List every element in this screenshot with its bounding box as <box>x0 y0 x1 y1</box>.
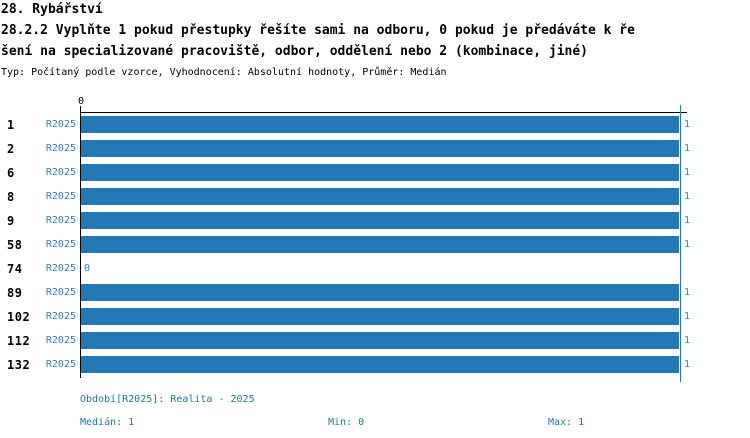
chart-row: 74 R2025 0 <box>0 257 750 281</box>
bar-value-label: 1 <box>684 143 691 154</box>
row-series-label: R2025 <box>45 119 76 130</box>
bar-value-label: 1 <box>684 119 691 130</box>
row-category-label: 6 <box>7 166 15 180</box>
median-stat: Medián: 1 <box>80 417 135 428</box>
chart-meta-subtitle: Typ: Počítaný podle vzorce, Vyhodnocení:… <box>1 67 447 78</box>
row-series-label: R2025 <box>45 239 76 250</box>
x-axis-line <box>80 112 687 113</box>
bar-value-label: 1 <box>684 287 691 298</box>
bar <box>81 284 679 301</box>
chart-row: 112 R2025 1 <box>0 329 750 353</box>
bar <box>81 188 679 205</box>
bar-value-label: 1 <box>684 335 691 346</box>
bar-value-label: 1 <box>684 215 691 226</box>
row-series-label: R2025 <box>45 167 76 178</box>
row-series-label: R2025 <box>45 287 76 298</box>
bar <box>81 308 679 325</box>
x-axis-zero-tick <box>80 106 81 113</box>
chart-row: 1 R2025 1 <box>0 113 750 137</box>
x-axis-zero-tick-label: 0 <box>77 96 85 107</box>
row-series-label: R2025 <box>45 335 76 346</box>
chart-row: 89 R2025 1 <box>0 281 750 305</box>
period-legend: Období[R2025]: Realita - 2025 <box>80 394 255 405</box>
row-series-label: R2025 <box>45 359 76 370</box>
min-stat: Min: 0 <box>328 417 365 428</box>
chart-row: 9 R2025 1 <box>0 209 750 233</box>
bar <box>81 164 679 181</box>
max-stat: Max: 1 <box>548 417 585 428</box>
row-series-label: R2025 <box>45 143 76 154</box>
row-category-label: 89 <box>7 286 23 300</box>
chart-row: 102 R2025 1 <box>0 305 750 329</box>
page-title: 28. Rybářství <box>1 2 103 17</box>
chart-row: 8 R2025 1 <box>0 185 750 209</box>
row-category-label: 132 <box>7 358 31 372</box>
bar <box>81 212 679 229</box>
bar-value-label: 1 <box>684 359 691 370</box>
row-category-label: 2 <box>7 142 15 156</box>
row-category-label: 9 <box>7 214 15 228</box>
bar <box>81 140 679 157</box>
chart-row: 6 R2025 1 <box>0 161 750 185</box>
question-title-line-1: 28.2.2 Vyplňte 1 pokud přestupky řešíte … <box>1 23 635 38</box>
y-axis-line <box>80 112 81 378</box>
chart-row: 132 R2025 1 <box>0 353 750 377</box>
row-category-label: 112 <box>7 334 31 348</box>
bar <box>81 116 679 133</box>
bar-value-label: 0 <box>84 263 91 274</box>
row-category-label: 102 <box>7 310 31 324</box>
chart-row: 2 R2025 1 <box>0 137 750 161</box>
row-series-label: R2025 <box>45 311 76 322</box>
bar <box>81 356 679 373</box>
row-category-label: 58 <box>7 238 23 252</box>
row-series-label: R2025 <box>45 191 76 202</box>
row-series-label: R2025 <box>45 215 76 226</box>
question-title-line-2: šení na specializované pracoviště, odbor… <box>1 44 588 59</box>
chart-row: 58 R2025 1 <box>0 233 750 257</box>
row-category-label: 74 <box>7 262 23 276</box>
bar <box>81 236 679 253</box>
bar-value-label: 1 <box>684 191 691 202</box>
bar-value-label: 1 <box>684 311 691 322</box>
bar-value-label: 1 <box>684 239 691 250</box>
bar-value-label: 1 <box>684 167 691 178</box>
row-category-label: 8 <box>7 190 15 204</box>
row-series-label: R2025 <box>45 263 76 274</box>
row-category-label: 1 <box>7 118 15 132</box>
bar <box>81 332 679 349</box>
gridline-value-1 <box>680 105 681 382</box>
